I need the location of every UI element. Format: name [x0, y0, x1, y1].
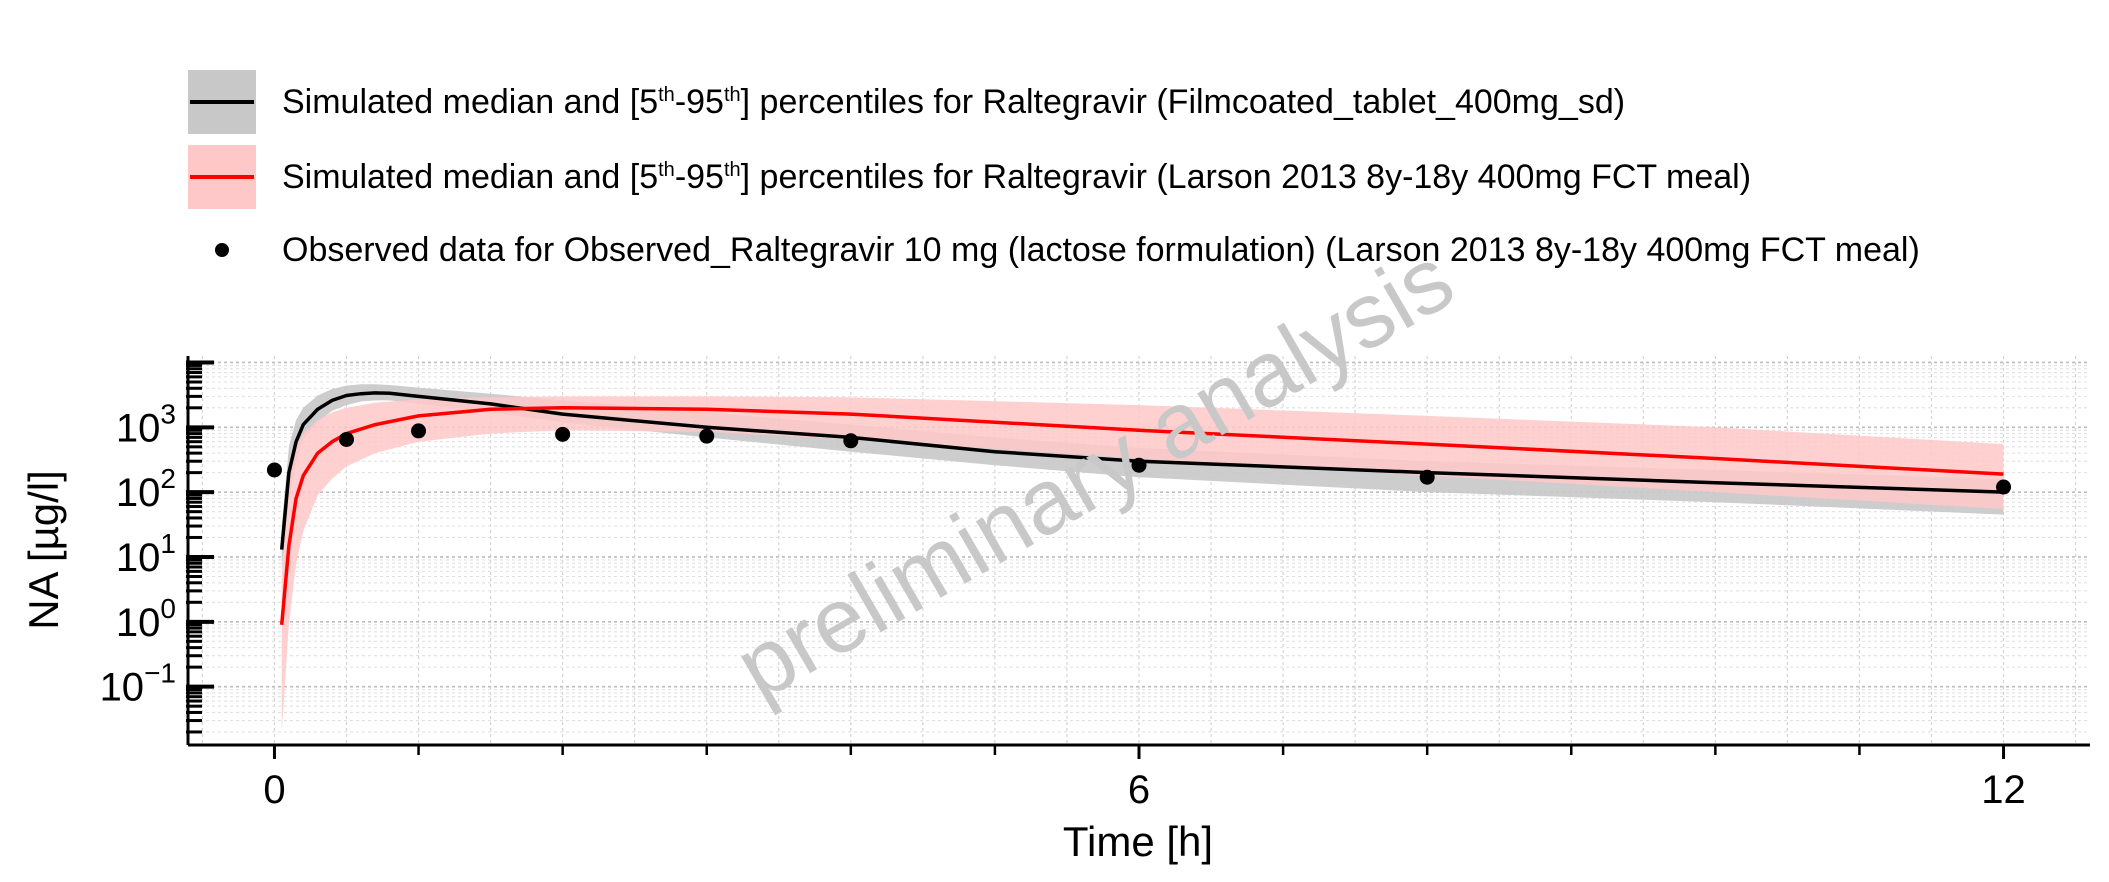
median-line-0	[279, 391, 2004, 550]
legend-point-swatch	[215, 243, 229, 257]
x-tick-label: 6	[1128, 768, 1150, 812]
observed-point	[411, 423, 427, 439]
legend-label: Simulated median and [5th-95th] percenti…	[282, 158, 1752, 196]
legend-key-black-band	[188, 70, 256, 134]
y-tick-label: 10−1	[100, 658, 176, 710]
y-tick-label: 103	[116, 398, 176, 450]
y-tick-label: 101	[116, 528, 176, 580]
y-tick-label: 102	[116, 463, 176, 515]
x-tick-label: 0	[263, 768, 285, 812]
observed-point	[1131, 457, 1147, 473]
observed-point	[555, 426, 571, 442]
percentile-band-1	[281, 396, 2004, 732]
y-tick-label: 100	[116, 593, 176, 645]
x-tick-label: 12	[1981, 768, 2026, 812]
axes: 10−1 100 101 102 103 0 6 12	[100, 356, 2090, 812]
legend-label: Observed data for Observed_Raltegravir 1…	[282, 231, 1920, 269]
observed-point	[1419, 469, 1435, 485]
legend: Simulated median and [5th-95th] percenti…	[0, 0, 2109, 300]
median-line-1	[279, 406, 2004, 625]
observed-point	[1996, 479, 2012, 495]
x-axis-title: Time [h]	[1063, 818, 1213, 865]
legend-key-point	[215, 243, 229, 257]
observed-point	[339, 431, 354, 447]
legend-key-red-band	[188, 145, 256, 209]
y-axis-title: NA [µg/l]	[20, 470, 67, 630]
observed-point	[843, 433, 859, 449]
observed-point	[266, 462, 282, 478]
legend-label: Simulated median and [5th-95th] percenti…	[282, 83, 1626, 121]
observed-point	[699, 428, 715, 444]
median-lines	[279, 391, 2004, 625]
observed-points	[266, 423, 2012, 495]
